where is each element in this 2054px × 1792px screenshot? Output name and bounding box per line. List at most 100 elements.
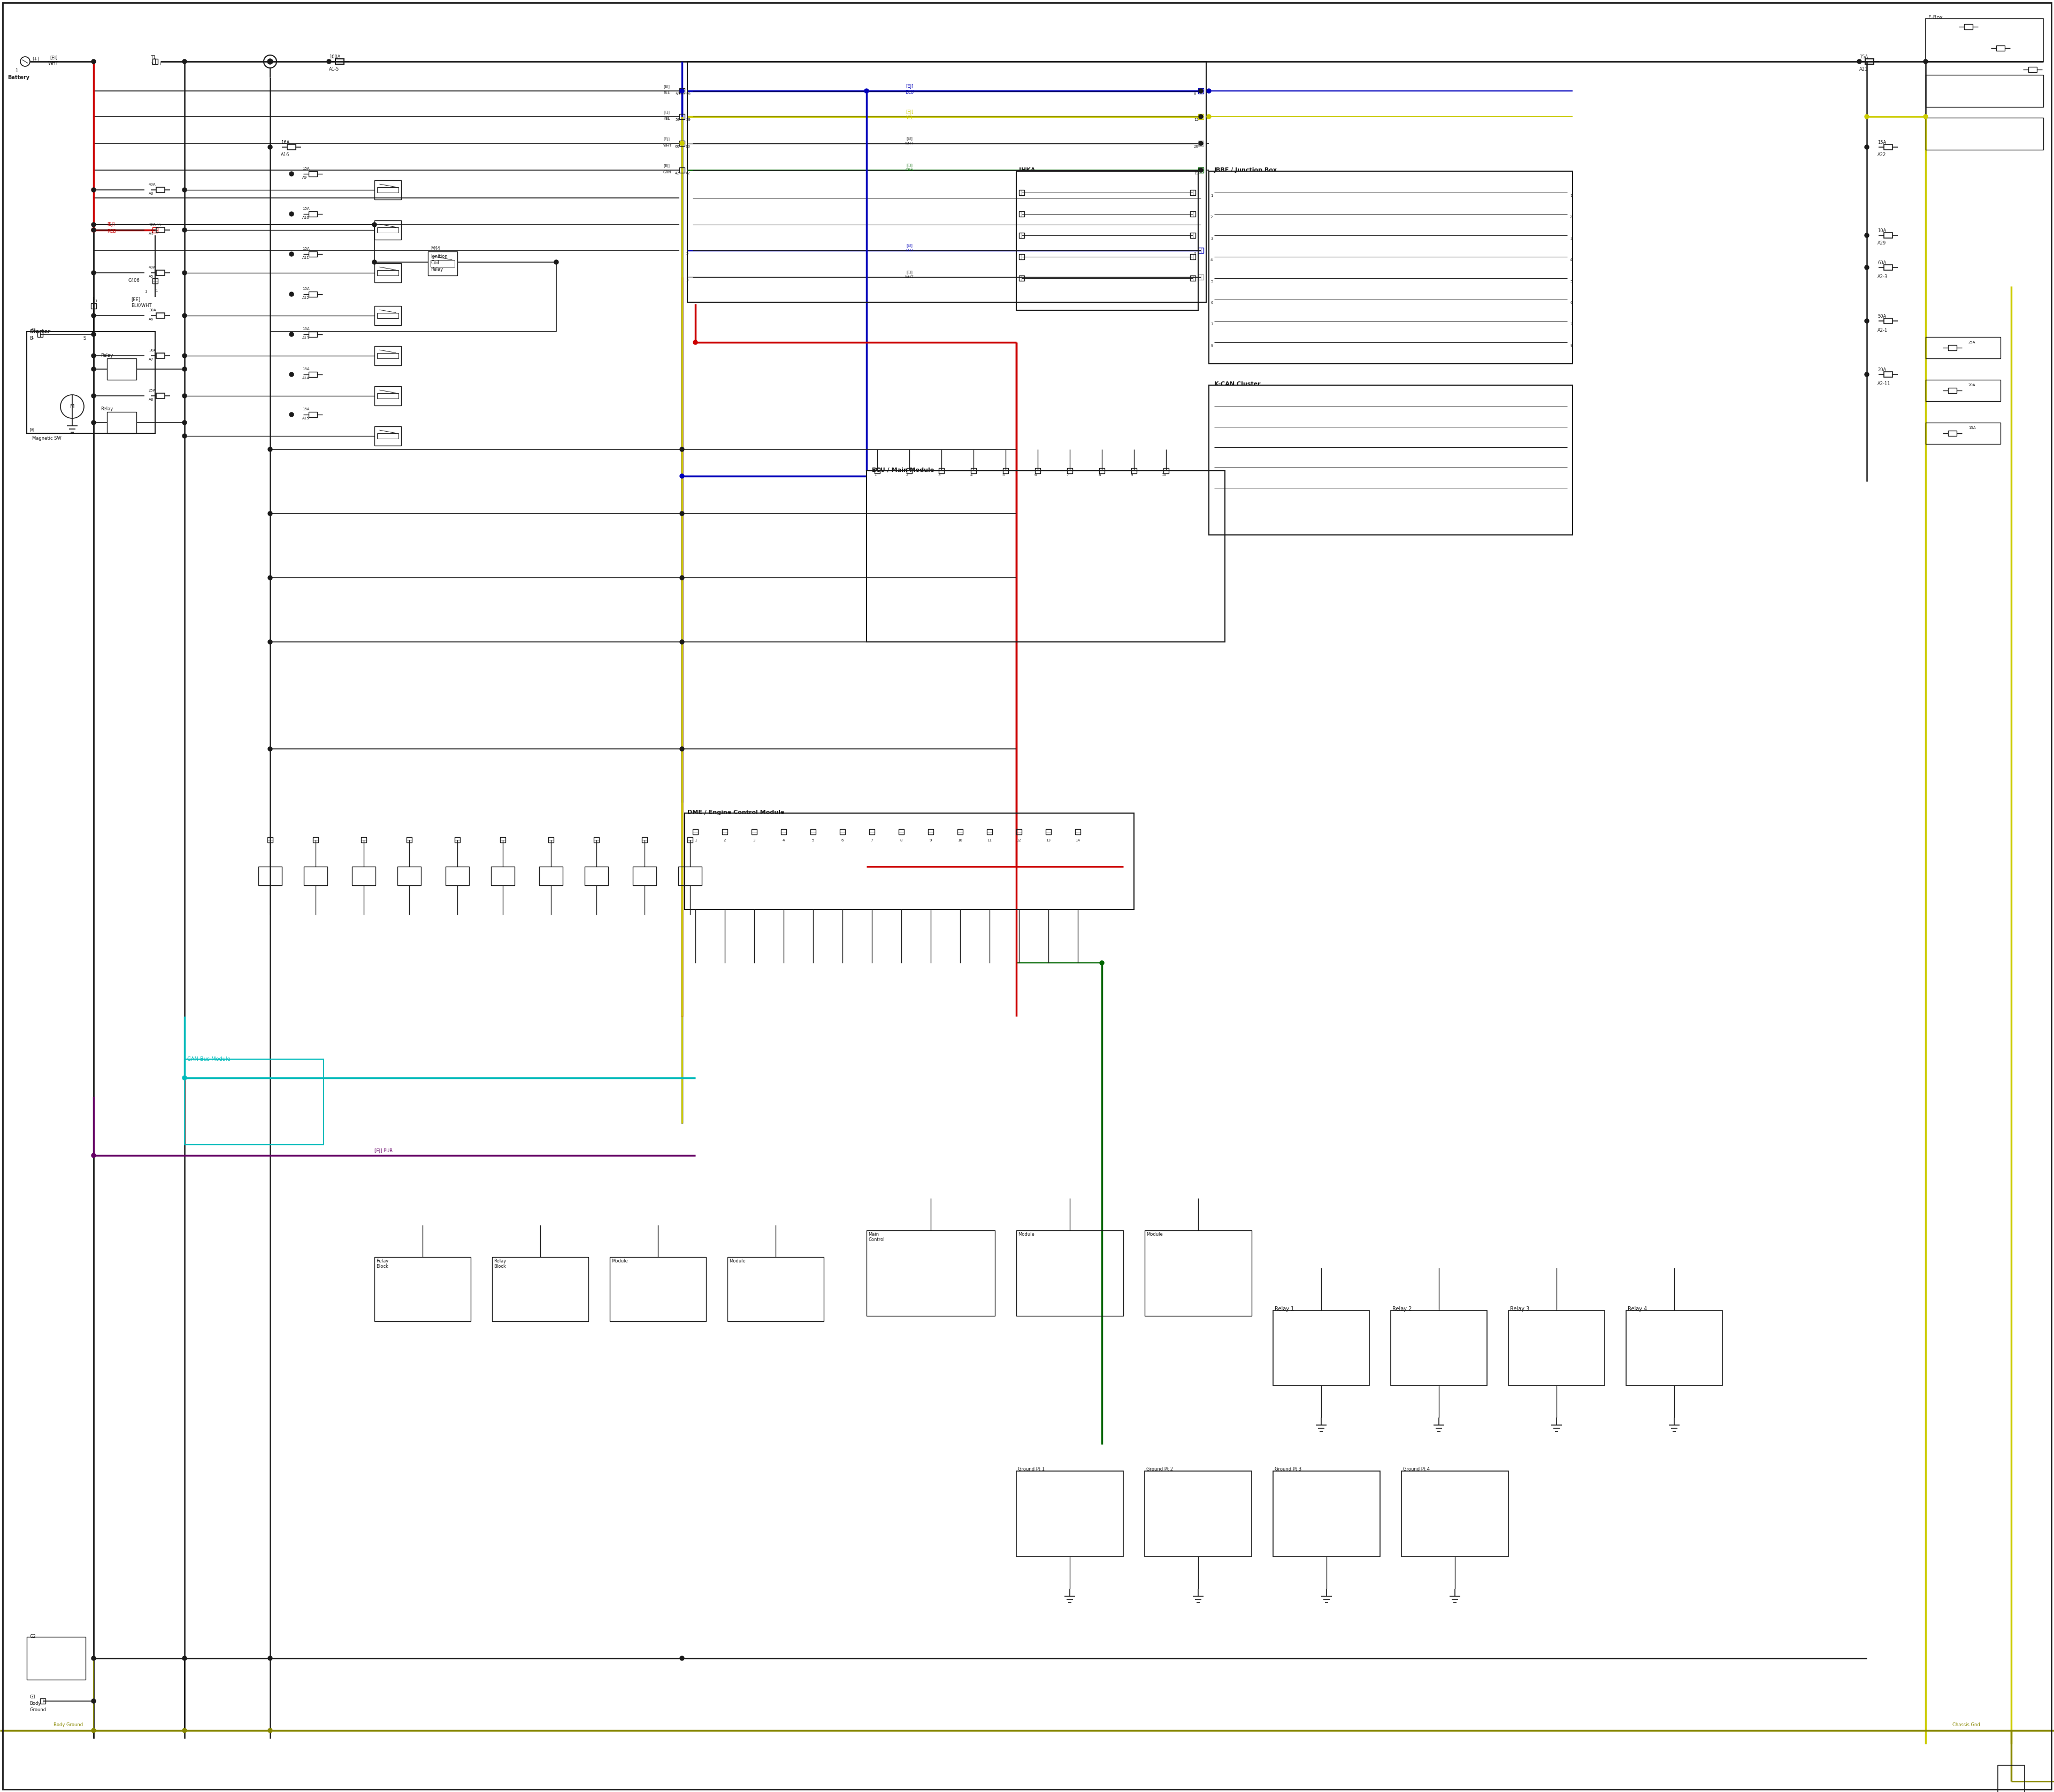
Bar: [1964, 23, 1972, 29]
Text: 8: 8: [1099, 473, 1101, 477]
Text: A13: A13: [302, 337, 310, 340]
Circle shape: [1865, 115, 1869, 118]
Bar: [1163, 468, 1169, 473]
Bar: [1884, 145, 1892, 151]
Circle shape: [327, 59, 331, 65]
Bar: [900, 830, 904, 835]
Bar: [1074, 830, 1080, 835]
Circle shape: [92, 367, 97, 371]
Bar: [427, 251, 458, 276]
Bar: [259, 867, 281, 885]
Text: 16A: 16A: [281, 140, 290, 145]
Text: A2-1: A2-1: [1877, 328, 1888, 333]
Text: 2: 2: [1193, 253, 1195, 254]
Text: Starter: Starter: [29, 330, 51, 335]
Bar: [499, 837, 505, 842]
Text: 2: 2: [723, 839, 725, 842]
Circle shape: [267, 575, 273, 581]
Bar: [867, 471, 1224, 642]
Bar: [1273, 1310, 1370, 1385]
Text: 5: 5: [686, 253, 688, 254]
Text: 6: 6: [842, 839, 844, 842]
Circle shape: [92, 1154, 97, 1158]
Circle shape: [92, 314, 97, 317]
Text: 5: 5: [1210, 280, 1212, 283]
Bar: [906, 468, 912, 473]
Text: WHT: WHT: [47, 61, 60, 66]
Text: WHT: WHT: [906, 142, 914, 145]
Text: Module: Module: [729, 1258, 746, 1263]
Text: M: M: [70, 403, 74, 409]
Circle shape: [694, 340, 698, 344]
Circle shape: [290, 292, 294, 296]
Bar: [548, 837, 555, 842]
Text: Ground Pt 2: Ground Pt 2: [1146, 1468, 1173, 1471]
Text: 15A: 15A: [302, 287, 310, 290]
Circle shape: [680, 1656, 684, 1661]
Bar: [362, 837, 366, 842]
Circle shape: [1208, 90, 1212, 93]
Text: A21: A21: [1859, 66, 1867, 72]
Bar: [1019, 276, 1025, 281]
Bar: [1401, 1471, 1508, 1557]
Circle shape: [92, 353, 97, 358]
Circle shape: [183, 353, 187, 358]
Text: 50A: 50A: [1877, 314, 1886, 319]
Bar: [374, 220, 401, 240]
Bar: [493, 1256, 587, 1321]
Circle shape: [1865, 265, 1869, 269]
Circle shape: [1200, 142, 1204, 145]
Circle shape: [1857, 59, 1861, 65]
Circle shape: [92, 228, 97, 233]
Text: 59: 59: [686, 93, 690, 95]
Text: Main
Control: Main Control: [869, 1231, 885, 1242]
Text: A11: A11: [302, 256, 310, 260]
Bar: [185, 1059, 325, 1145]
Text: 40A: 40A: [148, 222, 156, 226]
Bar: [1927, 380, 2001, 401]
Bar: [156, 314, 164, 319]
Text: Ground Pt 4: Ground Pt 4: [1403, 1468, 1430, 1471]
Text: 1: 1: [1569, 194, 1571, 197]
Circle shape: [680, 511, 684, 516]
Text: BLU: BLU: [906, 90, 914, 95]
Circle shape: [1865, 373, 1869, 376]
Text: 6: 6: [1210, 301, 1212, 305]
Text: 12: 12: [1017, 839, 1021, 842]
Text: 15A: 15A: [1968, 426, 1976, 430]
Text: 10: 10: [957, 839, 963, 842]
Bar: [678, 867, 702, 885]
Text: T4: T4: [31, 328, 35, 332]
Text: Body Ground: Body Ground: [53, 1722, 82, 1727]
Circle shape: [680, 747, 684, 751]
Circle shape: [680, 473, 684, 478]
Circle shape: [290, 332, 294, 337]
Bar: [1019, 190, 1025, 195]
Bar: [288, 145, 296, 151]
Bar: [152, 59, 158, 65]
Text: Chassis Gnd: Chassis Gnd: [1953, 1722, 1980, 1727]
Circle shape: [267, 511, 273, 516]
Text: S: S: [82, 335, 86, 340]
Text: GRN: GRN: [906, 168, 914, 172]
Bar: [1927, 423, 2001, 444]
Circle shape: [267, 1656, 273, 1661]
Bar: [752, 830, 756, 835]
Circle shape: [680, 90, 684, 93]
Text: 5: 5: [1002, 473, 1004, 477]
Text: Relay
Block: Relay Block: [376, 1258, 388, 1269]
Text: 60: 60: [686, 145, 690, 149]
Bar: [2027, 66, 2038, 72]
Text: [EJ]: [EJ]: [906, 84, 914, 90]
Text: K-CAN Cluster: K-CAN Cluster: [1214, 382, 1261, 387]
Text: A6: A6: [148, 317, 154, 321]
Bar: [152, 278, 158, 283]
Bar: [308, 172, 316, 177]
Bar: [811, 830, 815, 835]
Text: A10: A10: [302, 217, 310, 219]
Text: A3: A3: [148, 192, 154, 195]
Text: 59: 59: [676, 93, 680, 95]
Text: Relay
Block: Relay Block: [493, 1258, 505, 1269]
Text: 8: 8: [900, 839, 902, 842]
Text: CAN Bus Module: CAN Bus Module: [187, 1057, 230, 1063]
